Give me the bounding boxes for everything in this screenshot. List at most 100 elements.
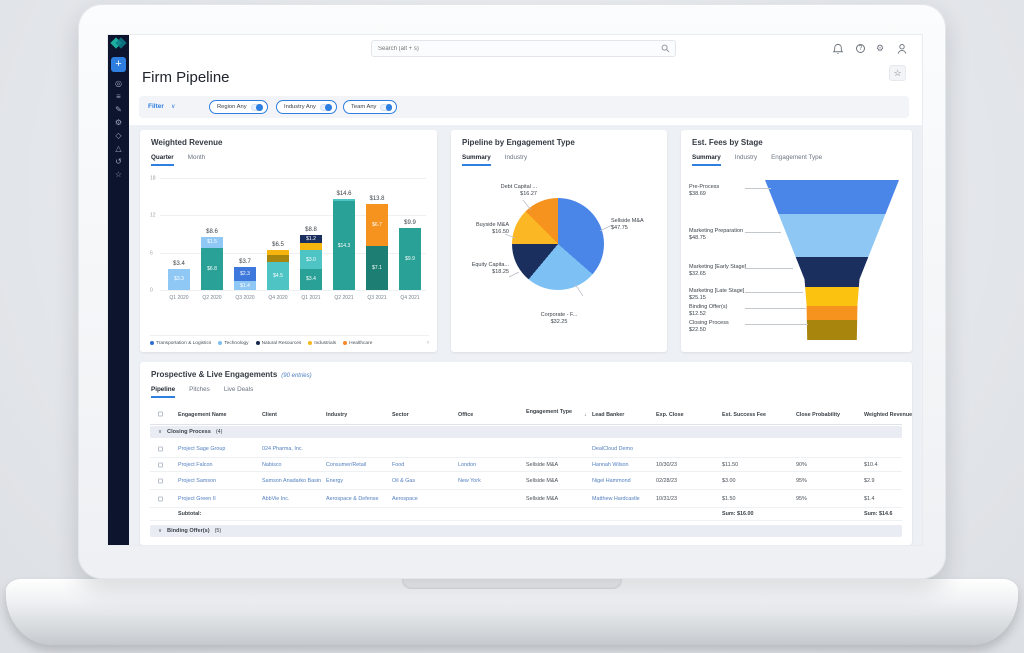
column-header-est-success-fee[interactable]: Est. Success Fee — [722, 412, 767, 418]
cell-sector[interactable]: Aerospace — [392, 495, 418, 502]
cell-industry[interactable]: Consumer/Retail — [326, 461, 367, 468]
column-header-weighted-revenue[interactable]: Weighted Revenue — [864, 412, 913, 418]
funnel-label-marketing-early-stage-: Marketing [Early Stage] $32.65 — [689, 264, 759, 278]
cell-industry[interactable]: Aerospace & Defense — [326, 495, 379, 502]
page-header: Firm Pipeline ☆ Filter ∨ Region Any Indus… — [129, 62, 922, 125]
search-input[interactable] — [378, 42, 658, 55]
funnel[interactable] — [765, 180, 899, 340]
sort-down-icon[interactable]: ↓ — [584, 412, 587, 418]
pie-slice-value: $32.25 — [550, 319, 568, 325]
column-header-engagement-name[interactable]: Engagement Name — [178, 412, 227, 418]
x-axis-label: Q2 2021 — [334, 295, 354, 301]
pipeline-tab-industry[interactable]: Industry — [504, 154, 528, 161]
filter-toggle[interactable] — [319, 103, 332, 111]
cell-lead-banker[interactable]: DealCloud Demo — [592, 445, 634, 452]
bar-segment — [267, 249, 289, 256]
cell-lead-banker[interactable]: Matthew Hardcastle — [592, 495, 640, 502]
legend-label: Industrials — [314, 340, 337, 346]
legend-item-natural-resources: Natural Resources — [255, 341, 301, 346]
row-checkbox[interactable] — [158, 462, 163, 467]
fees-tab-industry[interactable]: Industry — [734, 154, 758, 161]
bar-stack: $6.8 $1.5 — [201, 236, 223, 290]
filter-toggle[interactable] — [380, 103, 393, 111]
cell-client[interactable]: 024 Pharma, Inc. — [262, 445, 304, 452]
pencil-icon[interactable]: △ — [115, 144, 122, 153]
topbar: ? ⚙ — [129, 35, 922, 62]
column-header-client[interactable]: Client — [262, 412, 277, 418]
cell-engagement-name[interactable]: Project Green II — [178, 495, 216, 502]
history-icon[interactable]: ↺ — [115, 157, 122, 166]
funnel-leader-line — [745, 292, 803, 293]
x-axis-label: Q2 2020 — [202, 295, 222, 301]
laptop-base — [6, 579, 1018, 645]
new-item-button[interactable]: + — [111, 57, 126, 72]
star-icon[interactable]: ☆ — [114, 170, 123, 179]
column-header-close-probability[interactable]: Close Probability — [796, 412, 841, 418]
column-header-engagement-type[interactable]: Engagement Type — [526, 409, 573, 415]
wrench-icon[interactable]: ✎ — [115, 105, 122, 114]
column-header-office[interactable]: Office — [458, 412, 474, 418]
filter-pill-team-any[interactable]: Team Any — [343, 100, 398, 114]
fees-tab-engagement-type[interactable]: Engagement Type — [771, 154, 823, 161]
table-row[interactable]: Project Green II AbbVie Inc. Aerospace & D… — [150, 490, 902, 508]
notifications-bell-icon[interactable] — [832, 43, 844, 55]
pie[interactable] — [512, 198, 604, 290]
filter-pill-region-any[interactable]: Region Any — [209, 100, 268, 114]
pipeline-engagement-card: Pipeline by Engagement Type Summary Indus… — [451, 130, 667, 352]
bar-segment: $1.5 — [201, 236, 223, 248]
select-all-checkbox[interactable] — [158, 411, 163, 417]
cell-engagement-name[interactable]: Project Samson — [178, 477, 217, 484]
group-header-binding-offer-s-[interactable]: ∨ Binding Offer(s) (5) — [150, 525, 902, 537]
table-row[interactable]: Project Samson Samson Anadarko Basin Energ… — [150, 472, 902, 490]
row-checkbox[interactable] — [158, 496, 163, 501]
legend-scroll-chevron-icon[interactable]: › — [427, 340, 429, 346]
cell-office[interactable]: London — [458, 461, 476, 468]
cell-client[interactable]: AbbVie Inc. — [262, 495, 290, 502]
row-checkbox[interactable] — [158, 446, 163, 451]
row-checkbox[interactable] — [158, 478, 163, 483]
filter-toggle[interactable] — [250, 103, 263, 111]
group-label: Closing Process — [167, 429, 211, 435]
send-icon[interactable]: ◇ — [115, 131, 122, 140]
user-profile-icon[interactable] — [896, 43, 908, 55]
search-box[interactable] — [371, 40, 676, 57]
revenue-tab-month[interactable]: Month — [187, 154, 206, 161]
engagements-tab-pitches[interactable]: Pitches — [189, 386, 210, 393]
est-fees-card: Est. Fees by Stage Summary Industry Engage… — [681, 130, 912, 352]
revenue-tab-quarter[interactable]: Quarter — [151, 154, 174, 166]
column-header-exp-close[interactable]: Exp. Close — [656, 412, 684, 418]
engagements-tab-live-deals[interactable]: Live Deals — [223, 386, 254, 393]
gear-icon[interactable]: ⚙ — [114, 118, 123, 127]
table-row[interactable]: Project Sage Group 024 Pharma, Inc. DealCl… — [150, 440, 902, 458]
filter-label[interactable]: Filter — [148, 103, 164, 110]
cell-industry[interactable]: Energy — [326, 477, 344, 484]
group-header-closing-process[interactable]: ∨ Closing Process (4) — [150, 426, 902, 438]
cell-lead-banker[interactable]: Nigel Hammond — [592, 477, 631, 484]
cell-sector[interactable]: Food — [392, 461, 405, 468]
column-header-sector[interactable]: Sector — [392, 412, 409, 418]
cell-sector[interactable]: Oil & Gas — [392, 477, 416, 484]
pipeline-tab-summary[interactable]: Summary — [462, 154, 491, 166]
compass-icon[interactable]: ◎ — [115, 79, 122, 88]
table-row[interactable]: Project Falcon Nabisco Consumer/Retail Food… — [150, 458, 902, 472]
cell-engagement-name[interactable]: Project Falcon — [178, 461, 213, 468]
help-icon[interactable]: ? — [856, 44, 865, 53]
fees-tab-summary[interactable]: Summary — [692, 154, 721, 166]
engagements-tab-pipeline[interactable]: Pipeline — [151, 386, 176, 398]
settings-gear-icon[interactable]: ⚙ — [875, 43, 885, 53]
x-axis-label: Q1 2021 — [301, 295, 321, 301]
cell-engagement-name[interactable]: Project Sage Group — [178, 445, 226, 452]
column-header-industry[interactable]: Industry — [326, 412, 348, 418]
cell-lead-banker[interactable]: Hannah Wilson — [592, 461, 629, 468]
chevron-down-icon: ∨ — [171, 104, 176, 110]
cell-client[interactable]: Nabisco — [262, 461, 282, 468]
funnel-stage-marketing-early-stage- — [765, 257, 899, 287]
list-icon[interactable]: ≡ — [116, 92, 121, 101]
cell-client[interactable]: Samson Anadarko Basin — [262, 477, 322, 484]
favorite-star-button[interactable]: ☆ — [889, 65, 906, 81]
weighted-revenue-title: Weighted Revenue — [151, 138, 223, 147]
fees-funnel-chart: Pre-Process $38.69 Marketing Preparation $4… — [689, 174, 901, 346]
filter-pill-industry-any[interactable]: Industry Any — [276, 100, 337, 114]
cell-office[interactable]: New York — [458, 477, 481, 484]
column-header-lead-banker[interactable]: Lead Banker — [592, 412, 625, 418]
